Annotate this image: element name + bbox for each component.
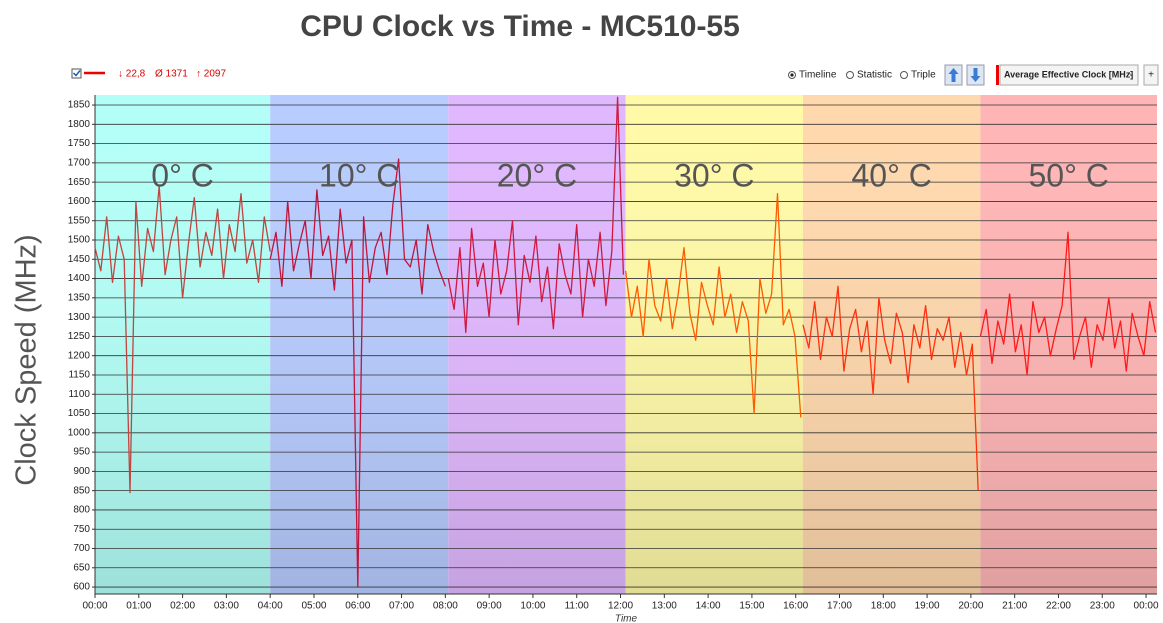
mode-option[interactable]: Triple: [911, 70, 936, 81]
band-shade: [625, 95, 803, 594]
x-tick-label: 11:00: [565, 601, 590, 612]
y-tick-label: 1400: [68, 273, 91, 284]
band-label: 10° C: [319, 157, 399, 193]
x-tick-label: 03:00: [214, 601, 239, 612]
series-color: [996, 65, 999, 85]
add-button[interactable]: [1143, 64, 1159, 86]
band-label: 40° C: [851, 157, 931, 193]
radio[interactable]: [846, 71, 854, 79]
dropdown-arrow: ˅: [1129, 70, 1134, 79]
x-tick-label: 19:00: [915, 601, 940, 612]
x-tick-label: 08:00: [433, 601, 458, 612]
chart-title: CPU Clock vs Time - MC510-55: [300, 10, 740, 43]
y-tick-label: 1150: [68, 370, 90, 381]
x-tick-label: 12:00: [608, 601, 633, 612]
band-label: 50° C: [1028, 157, 1108, 193]
y-tick-label: 650: [73, 562, 90, 573]
radio-dot: [790, 73, 794, 77]
y-tick-label: 1850: [68, 100, 91, 111]
y-tick-label: 800: [73, 505, 90, 516]
y-tick-label: 1300: [68, 312, 91, 323]
clock-line: [624, 193, 802, 418]
mode-option[interactable]: Timeline: [799, 70, 837, 81]
band-shade: [95, 95, 271, 594]
add-label: +: [1148, 70, 1154, 81]
y-tick-label: 1350: [68, 292, 91, 303]
x-tick-label: 14:00: [696, 601, 721, 612]
clock-line: [94, 185, 271, 494]
x-tick-label: 05:00: [301, 601, 326, 612]
x-tick-label: 21:00: [1002, 601, 1027, 612]
y-tick-label: 1700: [68, 158, 91, 169]
y-tick-label: 1050: [68, 408, 91, 419]
up-icon: [948, 68, 959, 82]
band-shade: [980, 95, 1157, 594]
y-tick-label: 1500: [68, 235, 91, 246]
x-tick-label: 07:00: [389, 601, 414, 612]
y-tick-label: 1750: [68, 138, 91, 149]
down-icon: [970, 68, 981, 82]
dropdown-text: Average Effective Clock [MHz]: [1004, 69, 1133, 79]
checkbox[interactable]: [71, 68, 82, 79]
x-tick-label: 00:00: [1134, 601, 1159, 612]
x-tick-label: 15:00: [739, 601, 764, 612]
y-tick-label: 900: [73, 466, 90, 477]
x-tick-label: 00:00: [82, 601, 107, 612]
y-tick-label: 950: [73, 447, 90, 458]
y-tick-label: 1550: [68, 215, 91, 226]
y-tick-label: 1650: [68, 177, 91, 188]
band-label: 20° C: [497, 157, 577, 193]
x-tick-label: 09:00: [477, 601, 502, 612]
y-tick-label: 1100: [68, 389, 90, 400]
min-stat: ↓ 22,8: [118, 69, 146, 80]
y-tick-label: 850: [73, 485, 90, 496]
y-tick-label: 1800: [68, 119, 91, 130]
mode-option[interactable]: Statistic: [857, 70, 892, 81]
y-tick-label: 1000: [68, 427, 91, 438]
max-stat: ↑ 2097: [196, 69, 226, 80]
clock-line: [447, 96, 625, 334]
x-axis-label: Time: [615, 614, 638, 623]
y-tick-label: 600: [73, 582, 90, 593]
x-tick-label: 06:00: [345, 601, 370, 612]
band-label: 30° C: [674, 157, 754, 193]
band-label: 0° C: [151, 157, 214, 193]
band-shade: [803, 95, 981, 594]
dropdown[interactable]: [999, 64, 1139, 86]
x-tick-label: 18:00: [871, 601, 896, 612]
x-tick-label: 02:00: [170, 601, 195, 612]
y-tick-label: 1250: [68, 331, 91, 342]
x-tick-label: 17:00: [827, 601, 852, 612]
x-tick-label: 04:00: [258, 601, 283, 612]
x-tick-label: 20:00: [958, 601, 983, 612]
y-tick-label: 1600: [68, 196, 91, 207]
x-tick-label: 23:00: [1090, 601, 1115, 612]
x-tick-label: 13:00: [652, 601, 677, 612]
radio[interactable]: [900, 71, 908, 79]
x-tick-label: 22:00: [1046, 601, 1071, 612]
x-tick-label: 10:00: [520, 601, 545, 612]
avg-stat: Ø 1371: [155, 69, 188, 80]
y-axis-label: Clock Speed (MHz): [11, 234, 43, 485]
y-tick-label: 700: [73, 543, 90, 554]
y-tick-label: 1450: [68, 254, 91, 265]
x-tick-label: 01:00: [126, 601, 151, 612]
x-tick-label: 16:00: [783, 601, 808, 612]
band-shade: [448, 95, 626, 594]
check: [72, 70, 81, 77]
clock-line: [269, 158, 447, 588]
y-tick-label: 750: [73, 524, 90, 535]
clock-line: [979, 231, 1157, 376]
clock-line: [802, 285, 979, 491]
y-tick-label: 1200: [68, 350, 91, 361]
